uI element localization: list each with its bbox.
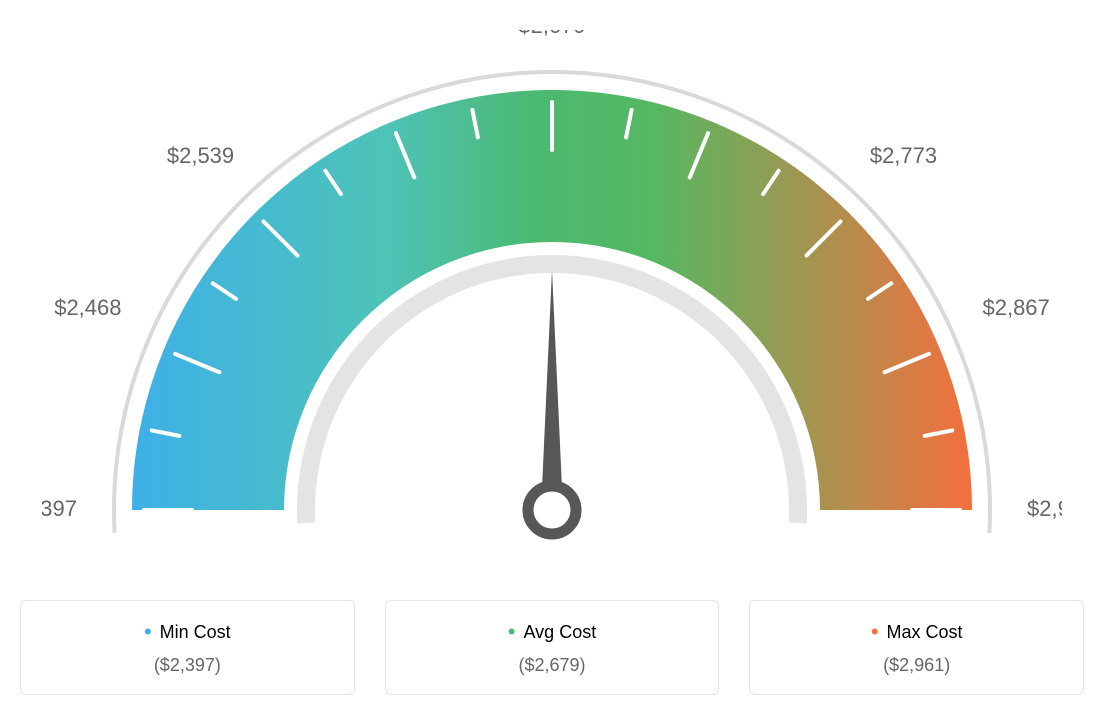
legend-value-max: ($2,961) bbox=[770, 655, 1063, 676]
gauge-chart: $2,397 $2,468 $2,539 $2,679 $2,773 $2,867 $2,9… bbox=[20, 20, 1084, 590]
legend-value-avg: ($2,679) bbox=[406, 655, 699, 676]
svg-text:$2,539: $2,539 bbox=[167, 143, 234, 168]
legend-label-min: Min Cost bbox=[41, 619, 334, 645]
svg-text:$2,679: $2,679 bbox=[518, 30, 585, 38]
legend-card-max: Max Cost ($2,961) bbox=[749, 600, 1084, 695]
svg-text:$2,468: $2,468 bbox=[54, 295, 121, 320]
legend-row: Min Cost ($2,397) Avg Cost ($2,679) Max … bbox=[20, 600, 1084, 695]
legend-value-min: ($2,397) bbox=[41, 655, 334, 676]
legend-label-avg: Avg Cost bbox=[406, 619, 699, 645]
legend-label-max: Max Cost bbox=[770, 619, 1063, 645]
svg-text:$2,867: $2,867 bbox=[982, 295, 1049, 320]
legend-card-min: Min Cost ($2,397) bbox=[20, 600, 355, 695]
svg-text:$2,961: $2,961 bbox=[1027, 496, 1062, 521]
svg-text:$2,773: $2,773 bbox=[870, 143, 937, 168]
gauge-svg: $2,397 $2,468 $2,539 $2,679 $2,773 $2,867 $2,9… bbox=[42, 30, 1062, 560]
legend-card-avg: Avg Cost ($2,679) bbox=[385, 600, 720, 695]
svg-text:$2,397: $2,397 bbox=[42, 496, 77, 521]
